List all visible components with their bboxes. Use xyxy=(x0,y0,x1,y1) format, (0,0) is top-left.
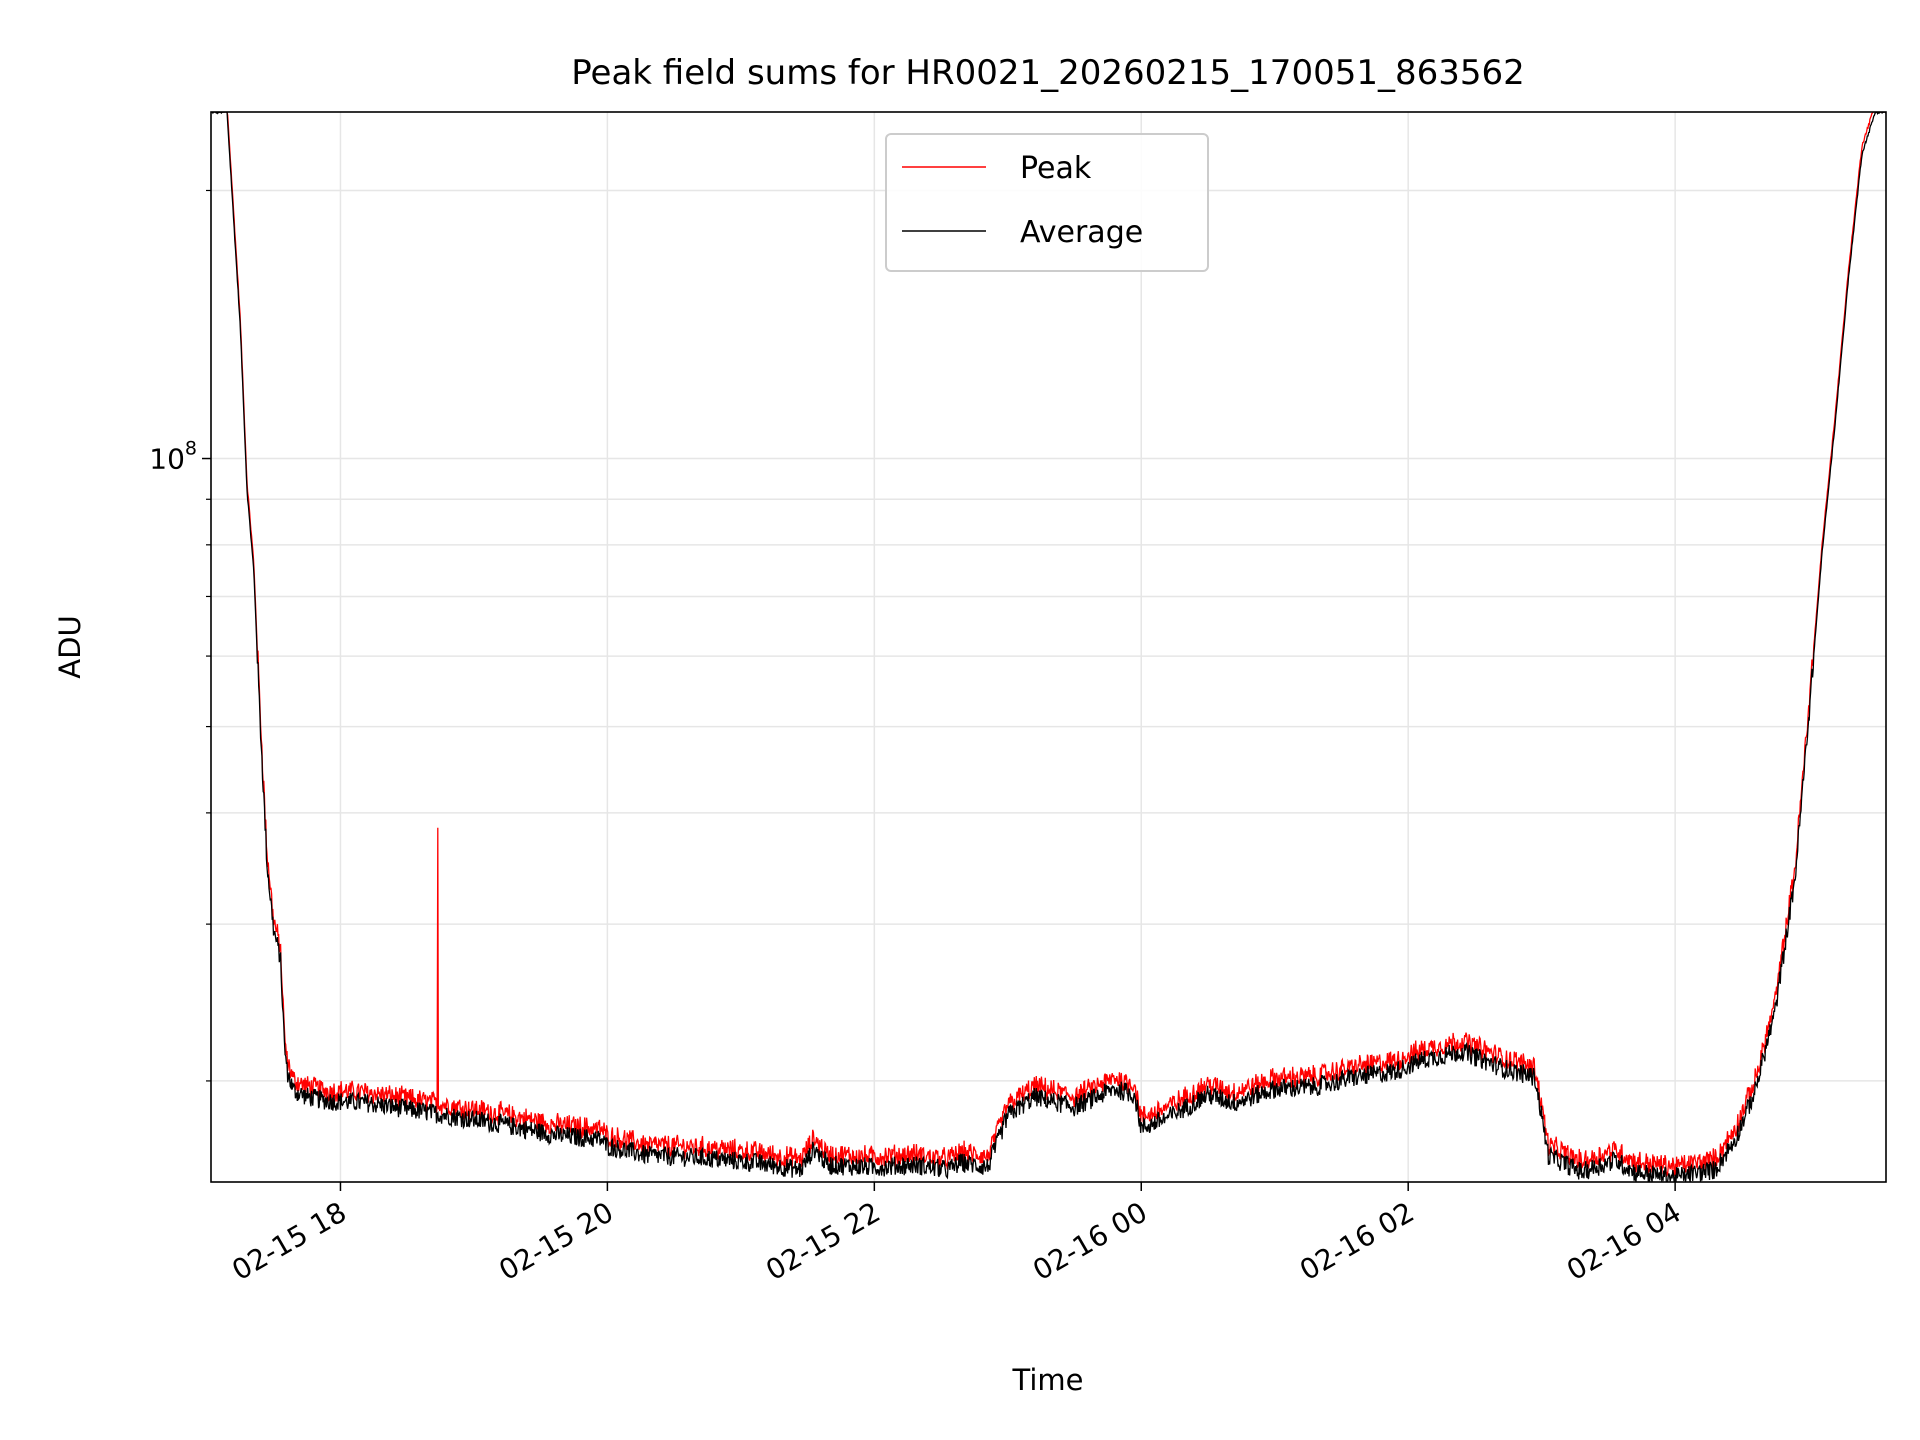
y-axis-ticks: 108 xyxy=(149,189,211,1082)
y-tick-label: 108 xyxy=(149,438,197,476)
series-line-peak xyxy=(211,112,1886,1178)
legend-label-average: Average xyxy=(1020,215,1143,250)
legend: Peak Average xyxy=(885,133,1209,272)
chart-title: Peak field sums for HR0021_20260215_1700… xyxy=(571,53,1525,93)
grid xyxy=(211,112,1886,1182)
series-lines xyxy=(211,112,1886,1182)
series-line-average xyxy=(211,112,1886,1182)
legend-box xyxy=(885,133,1209,272)
y-axis-label: ADU xyxy=(53,615,87,678)
x-axis-label: Time xyxy=(1012,1363,1084,1397)
legend-label-peak: Peak xyxy=(1020,151,1092,186)
plot-frame xyxy=(210,111,1887,1183)
